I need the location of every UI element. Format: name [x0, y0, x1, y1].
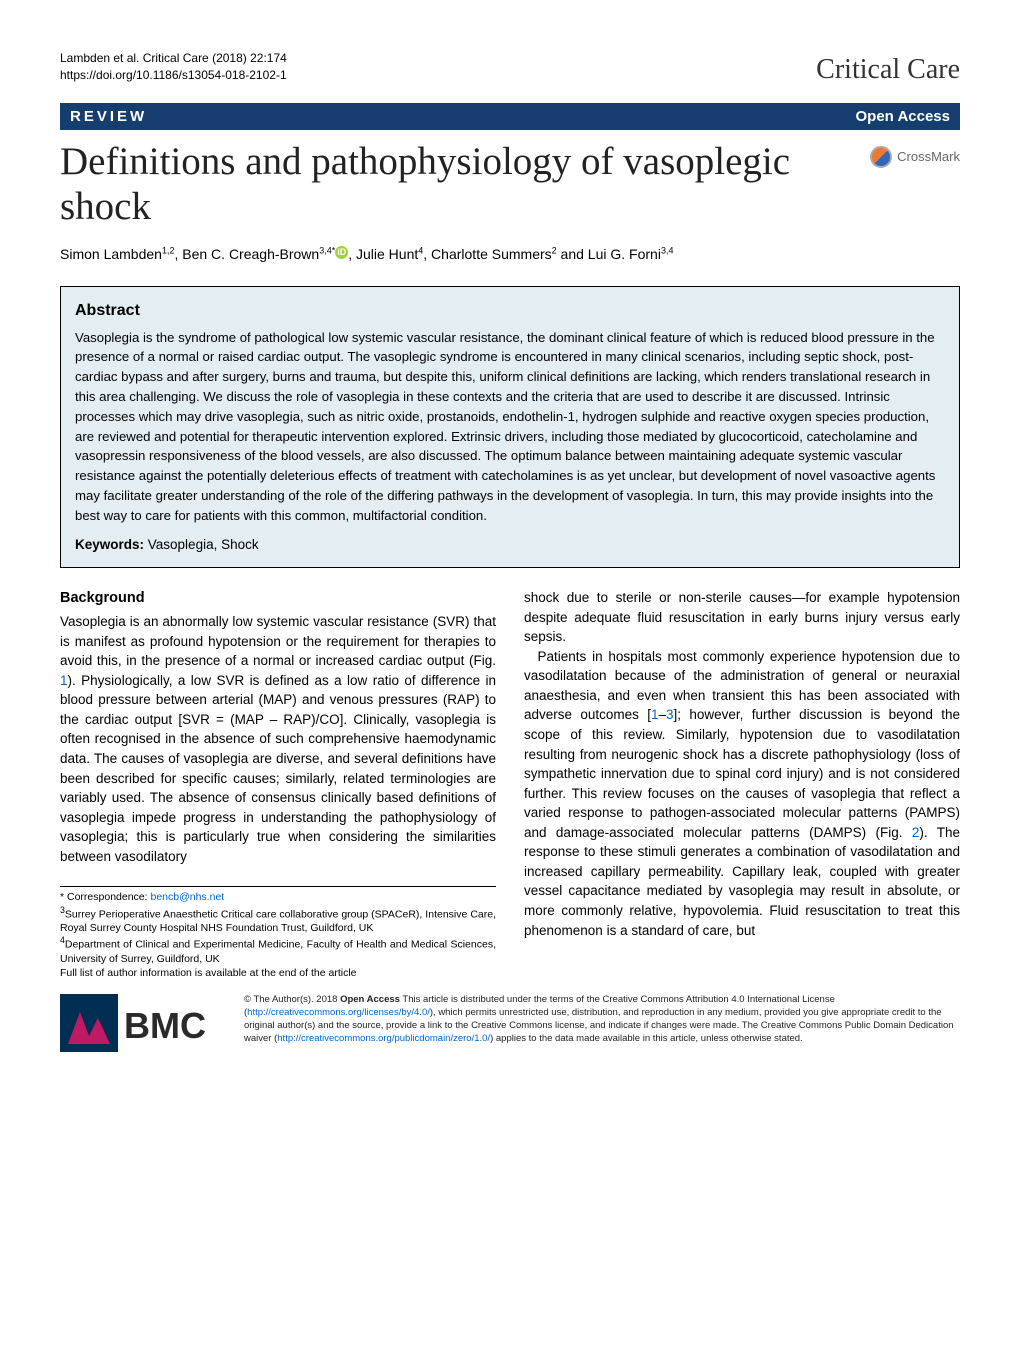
- bg-text-1a: Vasoplegia is an abnormally low systemic…: [60, 614, 496, 668]
- lic-a: © The Author(s). 2018: [244, 994, 340, 1005]
- author-2-aff: 3,4*: [319, 245, 335, 255]
- ref-3-link[interactable]: 3: [666, 707, 674, 722]
- correspondence-label: * Correspondence:: [60, 891, 150, 903]
- author-list: Simon Lambden1,2, Ben C. Creagh-Brown3,4…: [60, 244, 960, 264]
- author-5-aff: 3,4: [661, 245, 674, 255]
- crossmark-icon: [870, 146, 892, 168]
- svg-text:BMC: BMC: [124, 1005, 206, 1046]
- abstract-box: Abstract Vasoplegia is the syndrome of p…: [60, 286, 960, 568]
- aff-3-text: Surrey Perioperative Anaesthetic Critica…: [60, 908, 496, 934]
- keywords-line: Keywords: Vasoplegia, Shock: [75, 535, 945, 555]
- bg-text-1b: ). Physiologically, a low SVR is defined…: [60, 673, 496, 864]
- col2-para-1: shock due to sterile or non-sterile caus…: [524, 588, 960, 647]
- article-type-bar: REVIEW Open Access: [60, 103, 960, 131]
- col2-para-2: Patients in hospitals most commonly expe…: [524, 647, 960, 940]
- abstract-body: Vasoplegia is the syndrome of pathologic…: [75, 328, 945, 526]
- background-heading: Background: [60, 588, 496, 609]
- citation-block: Lambden et al. Critical Care (2018) 22:1…: [60, 50, 287, 84]
- lic-d: ) applies to the data made available in …: [490, 1033, 803, 1044]
- crossmark-label: CrossMark: [897, 148, 960, 167]
- author-4: , Charlotte Summers: [423, 246, 551, 262]
- doi-text: https://doi.org/10.1186/s13054-018-2102-…: [60, 67, 287, 84]
- title-row: Definitions and pathophysiology of vasop…: [60, 140, 960, 230]
- body-columns: Background Vasoplegia is an abnormally l…: [60, 588, 960, 980]
- figure-1-link[interactable]: 1: [60, 673, 68, 688]
- author-1: Simon Lambden: [60, 246, 162, 262]
- license-row: BMC © The Author(s). 2018 Open Access Th…: [60, 994, 960, 1052]
- article-type-label: REVIEW: [70, 106, 147, 128]
- article-title: Definitions and pathophysiology of vasop…: [60, 140, 862, 230]
- background-para-1: Vasoplegia is an abnormally low systemic…: [60, 612, 496, 866]
- citation-text: Lambden et al. Critical Care (2018) 22:1…: [60, 50, 287, 67]
- bmc-logo: BMC: [60, 994, 230, 1052]
- abstract-heading: Abstract: [75, 299, 945, 322]
- lic-bold: Open Access: [340, 994, 400, 1005]
- keywords-label: Keywords:: [75, 537, 144, 552]
- column-left: Background Vasoplegia is an abnormally l…: [60, 588, 496, 980]
- page-header: Lambden et al. Critical Care (2018) 22:1…: [60, 50, 960, 91]
- author-3: , Julie Hunt: [348, 246, 418, 262]
- open-access-label: Open Access: [856, 106, 951, 128]
- full-author-info: Full list of author information is avail…: [60, 967, 357, 979]
- correspondence-email[interactable]: bencb@nhs.net: [150, 891, 224, 903]
- author-2: , Ben C. Creagh-Brown: [174, 246, 319, 262]
- author-5: and Lui G. Forni: [557, 246, 661, 262]
- page: Lambden et al. Critical Care (2018) 22:1…: [0, 0, 1020, 1082]
- ref-dash: –: [659, 707, 667, 722]
- footnotes: * Correspondence: bencb@nhs.net 3Surrey …: [60, 886, 496, 980]
- orcid-icon[interactable]: iD: [335, 246, 348, 259]
- keywords-text: Vasoplegia, Shock: [144, 537, 259, 552]
- aff-4-text: Department of Clinical and Experimental …: [60, 939, 496, 965]
- journal-name: Critical Care: [816, 50, 960, 91]
- cc0-link[interactable]: http://creativecommons.org/publicdomain/…: [277, 1033, 490, 1044]
- c2-text-b: ]; however, further discussion is beyond…: [524, 707, 960, 839]
- license-text: © The Author(s). 2018 Open Access This a…: [244, 994, 960, 1045]
- column-right: shock due to sterile or non-sterile caus…: [524, 588, 960, 980]
- cc-by-link[interactable]: http://creativecommons.org/licenses/by/4…: [247, 1007, 430, 1018]
- ref-1-link[interactable]: 1: [651, 707, 659, 722]
- author-1-aff: 1,2: [162, 245, 175, 255]
- c2-text-c: ). The response to these stimuli generat…: [524, 825, 960, 938]
- crossmark-badge[interactable]: CrossMark: [870, 146, 960, 168]
